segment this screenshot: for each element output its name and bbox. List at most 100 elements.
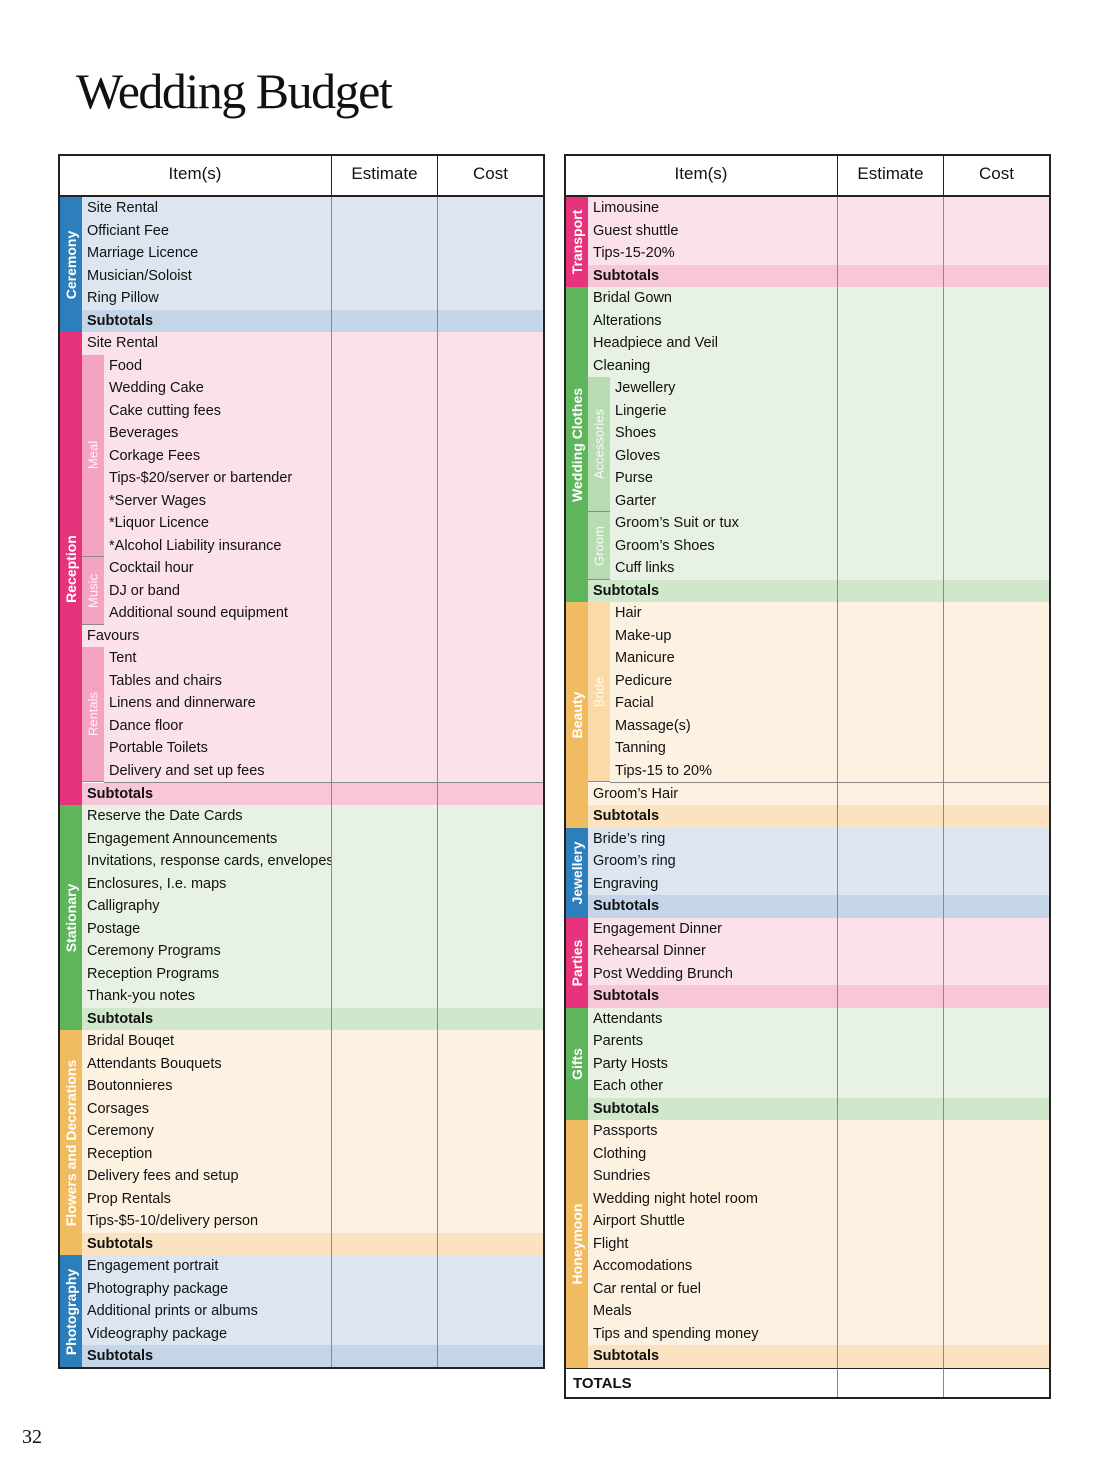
estimate-cell (838, 895, 944, 919)
cost-cell (944, 309, 1050, 334)
estimate-cell (332, 1210, 438, 1234)
item-cell: Officiant Fee (82, 219, 332, 244)
estimate-cell (332, 242, 438, 266)
item-cell: Engagement portrait (82, 1255, 332, 1279)
item-cell: Ceremony (82, 1120, 332, 1144)
estimate-cell (332, 985, 438, 1009)
cost-cell (944, 467, 1050, 491)
item-cell: Alterations (588, 309, 838, 334)
group-strip: Music (82, 557, 104, 625)
estimate-cell (838, 1142, 944, 1167)
estimate-cell (838, 827, 944, 852)
estimate-cell (332, 962, 438, 987)
estimate-cell (838, 309, 944, 334)
item-cell: Ring Pillow (82, 287, 332, 311)
column-header: Cost (944, 155, 1050, 197)
cost-cell (438, 534, 544, 559)
cost-cell (438, 1007, 544, 1032)
item-cell: Additional prints or albums (82, 1300, 332, 1324)
section-strip: Beauty (565, 602, 588, 828)
cost-cell (944, 647, 1050, 671)
estimate-cell (332, 467, 438, 491)
estimate-cell (838, 602, 944, 626)
estimate-cell (332, 1097, 438, 1122)
cost-cell (944, 985, 1050, 1009)
cost-cell (438, 805, 544, 829)
estimate-cell (838, 692, 944, 716)
cost-cell (944, 332, 1050, 356)
group-strip: Meal (82, 354, 104, 558)
estimate-cell (332, 669, 438, 694)
cost-cell (438, 332, 544, 356)
item-cell: Each other (588, 1075, 838, 1099)
item-cell: Tips and spending money (588, 1322, 838, 1347)
estimate-cell (838, 1277, 944, 1302)
section-label: Stationary (62, 883, 79, 952)
estimate-cell (838, 197, 944, 221)
cost-cell (438, 872, 544, 897)
item-cell: Groom’s Suit or tux (610, 512, 838, 536)
estimate-cell (838, 624, 944, 649)
section-strip: Stationary (59, 805, 82, 1031)
cost-cell (944, 1052, 1050, 1077)
estimate-cell (838, 850, 944, 874)
estimate-cell (838, 467, 944, 491)
estimate-cell (838, 264, 944, 289)
cost-cell (944, 895, 1050, 919)
item-cell: Tent (104, 647, 332, 671)
subtotal-cell: Subtotals (588, 579, 838, 604)
item-cell: Cleaning (588, 354, 838, 379)
item-cell: Thank-you notes (82, 985, 332, 1009)
estimate-cell (332, 917, 438, 942)
estimate-cell (332, 332, 438, 356)
cost-cell (438, 219, 544, 244)
item-cell: DJ or band (104, 579, 332, 604)
section-strip: Photography (59, 1255, 82, 1368)
cost-cell (438, 1097, 544, 1122)
estimate-cell (838, 1120, 944, 1144)
estimate-cell (332, 1345, 438, 1369)
estimate-cell (838, 399, 944, 424)
cost-cell (944, 1322, 1050, 1347)
cost-cell (944, 1300, 1050, 1324)
estimate-cell (332, 1300, 438, 1324)
item-cell: Cocktail hour (104, 557, 332, 581)
cost-cell (438, 444, 544, 469)
cost-cell (944, 512, 1050, 536)
group-label: Bride (591, 676, 607, 708)
estimate-cell (332, 850, 438, 874)
cost-cell (944, 692, 1050, 716)
estimate-cell (332, 422, 438, 446)
item-cell: Limousine (588, 197, 838, 221)
section-label: Photography (62, 1268, 79, 1355)
estimate-cell (332, 714, 438, 739)
estimate-cell (838, 1030, 944, 1054)
cost-cell (438, 557, 544, 581)
item-cell: Hair (610, 602, 838, 626)
section-label: Beauty (568, 691, 585, 739)
estimate-cell (332, 534, 438, 559)
item-cell: Photography package (82, 1277, 332, 1302)
item-cell: Headpiece and Veil (588, 332, 838, 356)
section-strip: Reception (59, 332, 82, 805)
subtotal-cell: Subtotals (82, 1007, 332, 1032)
subtotal-cell: Subtotals (82, 309, 332, 334)
cost-cell (438, 287, 544, 311)
item-cell: Cake cutting fees (104, 399, 332, 424)
section-label: Honeymoon (568, 1203, 585, 1285)
item-cell: Purse (610, 467, 838, 491)
cost-cell (944, 557, 1050, 581)
estimate-cell (838, 1232, 944, 1257)
estimate-cell (332, 1007, 438, 1032)
item-cell: Jewellery (610, 377, 838, 401)
section-label: Wedding Clothes (568, 387, 585, 502)
item-cell: Invitations, response cards, envelopes (82, 850, 332, 874)
estimate-cell (332, 444, 438, 469)
cost-cell (438, 827, 544, 852)
cost-cell (944, 399, 1050, 424)
estimate-cell (838, 1322, 944, 1347)
cost-cell (438, 647, 544, 671)
estimate-cell (838, 1075, 944, 1099)
cost-cell (438, 624, 544, 649)
item-cell: Portable Toilets (104, 737, 332, 761)
